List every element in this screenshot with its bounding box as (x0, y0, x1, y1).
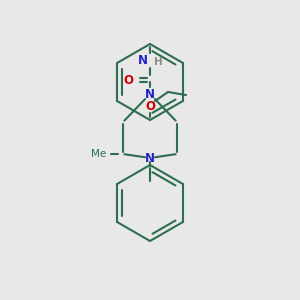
Text: N: N (145, 88, 155, 100)
Text: O: O (123, 74, 133, 86)
Text: N: N (145, 152, 155, 164)
Text: N: N (138, 53, 148, 67)
Text: H: H (154, 57, 162, 67)
Text: O: O (145, 100, 155, 112)
Text: Me: Me (92, 149, 106, 159)
